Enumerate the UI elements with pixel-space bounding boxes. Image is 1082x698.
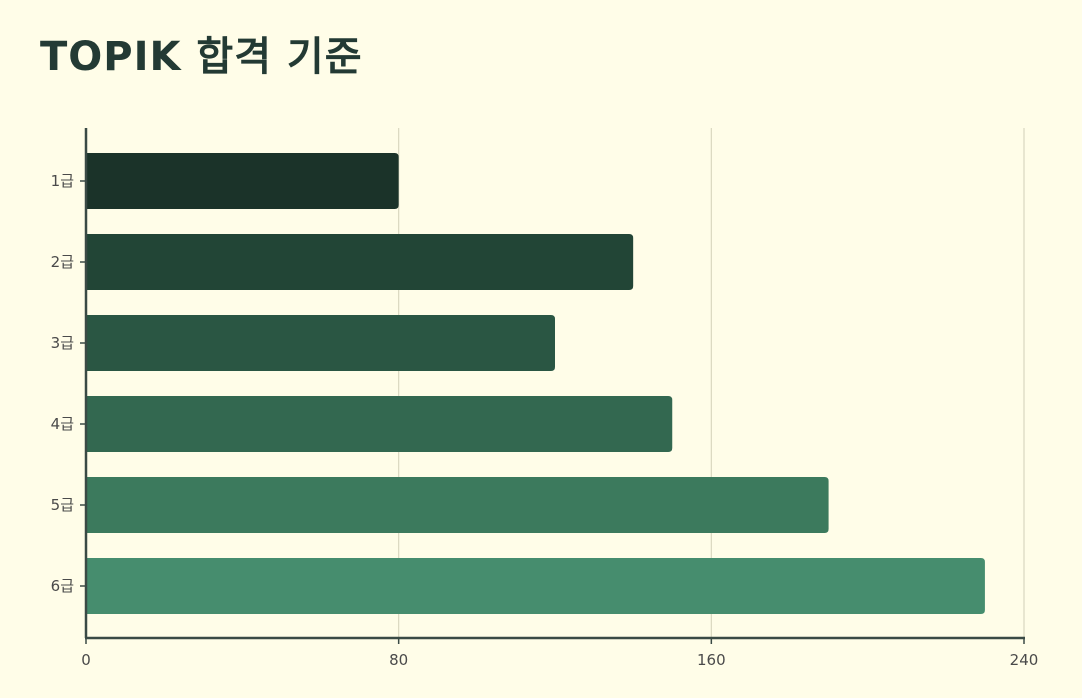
- y-tick-label: 1급: [51, 172, 75, 190]
- y-tick-label: 5급: [51, 496, 75, 514]
- bar-6: [86, 558, 985, 614]
- bars: [86, 153, 985, 614]
- x-tick-label: 80: [389, 651, 408, 669]
- gridlines: [398, 128, 1025, 638]
- y-tick-label: 2급: [51, 253, 75, 271]
- bar-3: [86, 315, 555, 371]
- y-tick-label: 6급: [51, 577, 75, 595]
- bar-2: [86, 234, 634, 290]
- bar-4: [86, 396, 673, 452]
- x-tick-label: 240: [1010, 651, 1039, 669]
- y-tick-label: 4급: [51, 415, 75, 433]
- x-tick-label: 0: [81, 651, 91, 669]
- tick-labels: 0 80 160 240 1급 2급 3급 4급 5급 6급: [51, 172, 1039, 669]
- y-tick-label: 3급: [51, 334, 75, 352]
- axes: [80, 128, 1025, 644]
- x-tick-label: 160: [697, 651, 726, 669]
- bar-5: [86, 477, 829, 533]
- chart-title: TOPIK 합격 기준: [40, 34, 363, 80]
- bar-1: [86, 153, 399, 209]
